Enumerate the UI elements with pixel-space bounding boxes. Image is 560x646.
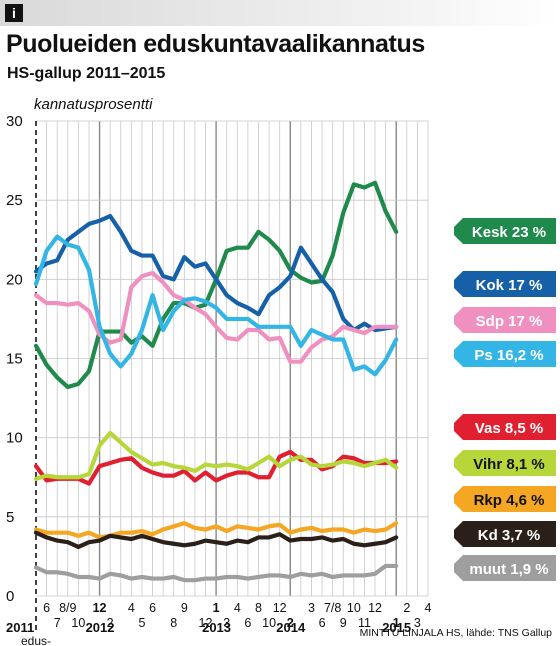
legend-swatch xyxy=(454,414,556,440)
month-tick-label: 6 xyxy=(319,616,326,630)
legend-item-vas: Vas 8,5 % xyxy=(454,414,556,440)
y-axis-label: kannatusprosentti xyxy=(34,96,153,113)
chart-title: Puolueiden eduskuntavaalikannatus xyxy=(6,30,425,58)
legend-label: muut 1,9 % xyxy=(469,561,548,578)
legend-label: Ps 16,2 % xyxy=(474,347,543,364)
month-tick-label: 6 xyxy=(244,616,251,630)
legend-swatch xyxy=(454,486,556,512)
legend-label: Vas 8,5 % xyxy=(475,420,543,437)
legend-label: Sdp 17 % xyxy=(476,313,543,330)
month-tick-label: 7/8 xyxy=(324,601,341,615)
month-tick-label: 4 xyxy=(425,601,432,615)
month-tick-label: 10 xyxy=(71,616,85,630)
legend-swatch xyxy=(454,450,556,476)
month-tick-label: 10 xyxy=(347,601,361,615)
series-line-kd xyxy=(33,530,399,550)
month-tick-label: 8 xyxy=(255,601,262,615)
month-tick-label: 9 xyxy=(340,616,347,630)
y-tick-label: 20 xyxy=(6,271,23,288)
baseline-note: edus- xyxy=(21,634,51,646)
month-tick-label: 10 xyxy=(262,616,276,630)
y-tick-label: 5 xyxy=(6,509,14,526)
legend-swatch xyxy=(454,271,556,297)
year-tick-label: 2014 xyxy=(276,620,306,635)
legend-label: Kesk 23 % xyxy=(472,224,546,241)
month-tick-label: 1 xyxy=(213,601,220,615)
legend-item-vihr: Vihr 8,1 % xyxy=(454,450,556,476)
legend-item-rkp: Rkp 4,6 % xyxy=(454,486,556,512)
legend-item-sdp: Sdp 17 % xyxy=(454,307,556,333)
info-icon: i xyxy=(5,4,23,22)
legend-swatch xyxy=(454,307,556,333)
year-tick-label: 2011 xyxy=(6,620,34,635)
source-credit: MINTTU LINJALA HS, lähde: TNS Gallup xyxy=(359,627,552,639)
year-tick-label: 2012 xyxy=(86,620,115,635)
chart-subtitle: HS-gallup 2011–2015 xyxy=(7,65,166,82)
legend-item-kd: Kd 3,7 % xyxy=(454,521,556,547)
legend-swatch xyxy=(454,218,556,244)
month-tick-label: 11 xyxy=(358,616,371,630)
y-tick-label: 30 xyxy=(6,113,23,130)
legend-item-ps: Ps 16,2 % xyxy=(454,341,556,367)
month-tick-label: 4 xyxy=(234,601,241,615)
month-tick-label: 2 xyxy=(107,616,114,630)
legend-label: Vihr 8,1 % xyxy=(473,456,544,473)
legend-item-muut: muut 1,9 % xyxy=(454,555,556,581)
legend-item-kok: Kok 17 % xyxy=(454,271,556,297)
y-tick-label: 10 xyxy=(6,430,23,447)
series-line-vihr xyxy=(33,430,399,481)
y-tick-label: 25 xyxy=(6,192,23,209)
top-banner: i xyxy=(0,0,560,26)
month-tick-label: 12 xyxy=(199,616,213,630)
month-tick-label: 12 xyxy=(273,601,287,615)
month-tick-label: 2 xyxy=(287,616,294,630)
month-tick-label: 8/9 xyxy=(59,601,76,615)
month-tick-label: 9 xyxy=(181,601,188,615)
series-line-rkp xyxy=(33,521,399,540)
month-tick-label: 6 xyxy=(149,601,156,615)
month-tick-label: 3 xyxy=(223,616,230,630)
month-tick-label: 6 xyxy=(43,601,50,615)
month-tick-label: 1 xyxy=(393,616,400,630)
series-line-ps xyxy=(33,234,399,377)
month-tick-label: 3 xyxy=(414,616,421,630)
year-tick-label: 2015 xyxy=(382,620,411,635)
month-tick-label: 12 xyxy=(93,601,107,615)
legend-label: Kok 17 % xyxy=(476,277,543,294)
legend-label: Rkp 4,6 % xyxy=(474,492,545,509)
legend-label: Kd 3,7 % xyxy=(478,527,541,544)
legend-swatch xyxy=(454,555,556,581)
month-tick-label: 7 xyxy=(54,616,61,630)
month-tick-label: 4 xyxy=(128,601,135,615)
y-tick-label: 15 xyxy=(6,351,23,368)
month-tick-label: 2 xyxy=(403,601,410,615)
legend-swatch xyxy=(454,341,556,367)
month-tick-label: 12 xyxy=(368,601,382,615)
series-line-muut xyxy=(33,563,399,583)
series-line-sdp xyxy=(33,270,399,364)
legend-swatch xyxy=(454,521,556,547)
month-tick-label: 8 xyxy=(170,616,177,630)
legend-item-kesk: Kesk 23 % xyxy=(454,218,556,244)
y-tick-label: 0 xyxy=(6,588,14,605)
series-line-kok xyxy=(33,213,399,333)
month-tick-label: 3 xyxy=(308,601,315,615)
year-tick-label: 2013 xyxy=(202,620,231,635)
month-tick-label: 5 xyxy=(138,616,145,630)
